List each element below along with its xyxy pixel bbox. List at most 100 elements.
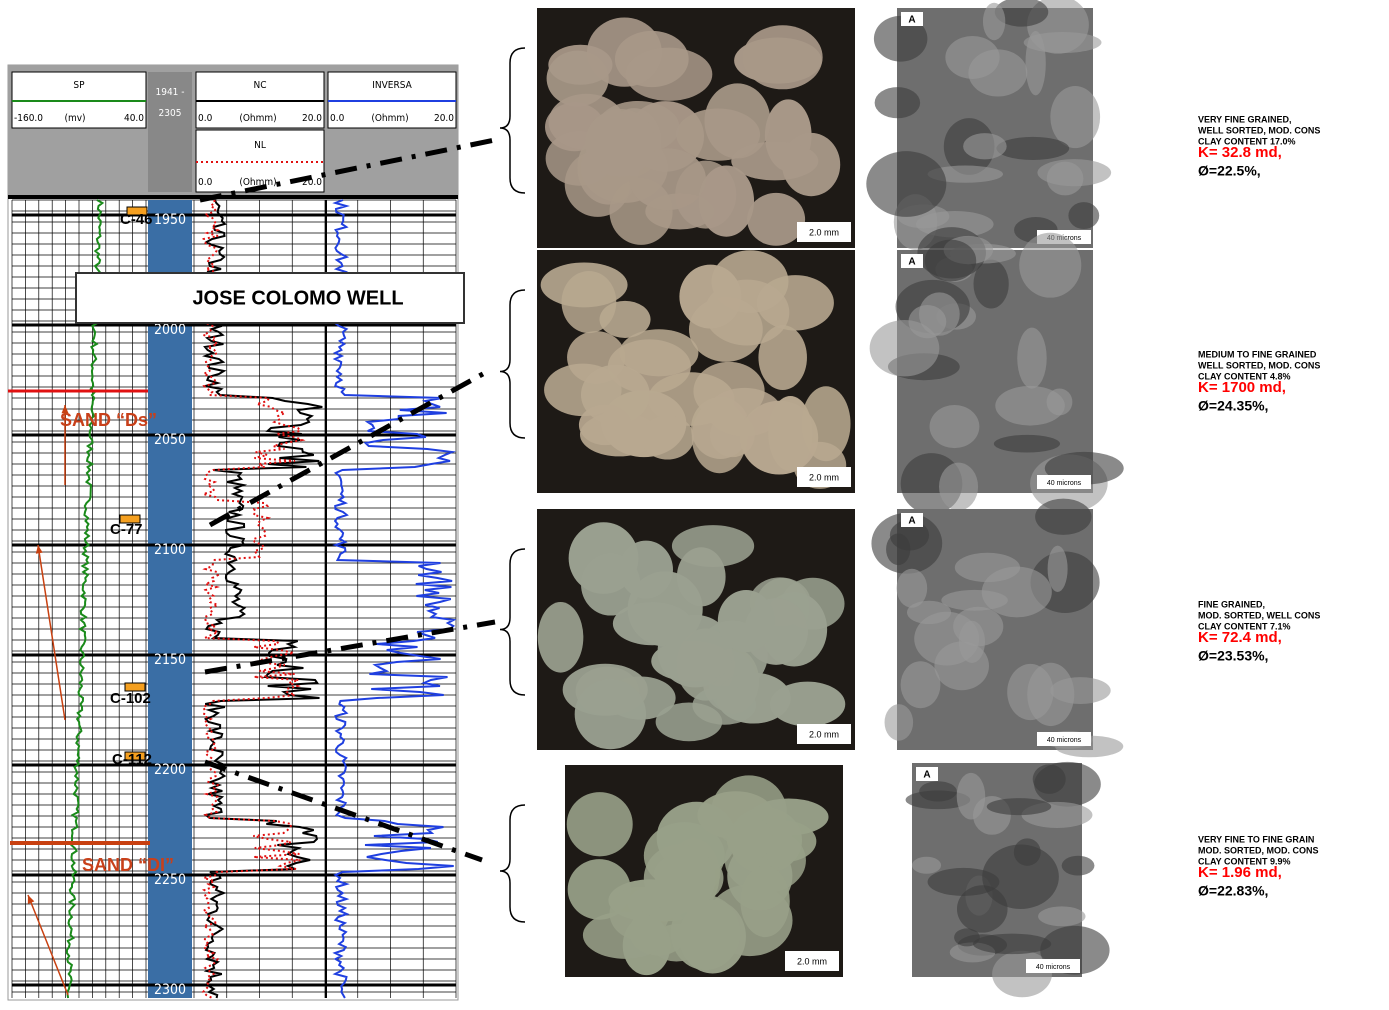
sem-texture (1047, 162, 1084, 196)
sem-label: A (923, 770, 930, 781)
header-label: NC (253, 80, 266, 91)
depth-label: 2000 (154, 322, 186, 338)
header-label: 2305 (159, 108, 182, 119)
depth-label: 2100 (154, 542, 186, 558)
header-label: SP (73, 80, 85, 91)
photo-scale: 2.0 mm (797, 956, 827, 966)
brace (500, 805, 525, 922)
page: SP-160.0(mv)40.01941 -2305NC0.0(Ohmm)20.… (0, 0, 1389, 1005)
sem-texture (1019, 233, 1081, 298)
grain (569, 522, 639, 594)
sem-texture (1050, 86, 1100, 148)
permeability: K= 72.4 md, (1198, 629, 1282, 646)
porosity: Ø=22.83%, (1198, 883, 1268, 899)
sem-texture (885, 704, 914, 740)
header-label: NL (254, 140, 266, 151)
grain (747, 193, 805, 246)
sem-texture (925, 240, 976, 282)
header-label: (Ohmm) (371, 113, 408, 124)
grain (671, 895, 740, 970)
description: MOD. SORTED, WELL CONS (1198, 610, 1320, 620)
grain (561, 271, 616, 333)
core-label: C-77 (110, 521, 143, 538)
sem-texture (1035, 499, 1091, 535)
sem-scale: 40 microns (1047, 480, 1082, 487)
core-label: C-112 (112, 751, 152, 768)
sem-texture (897, 569, 928, 608)
grain (679, 265, 741, 329)
porosity: Ø=22.5%, (1198, 163, 1261, 179)
grain (538, 602, 584, 673)
header-label: INVERSA (372, 80, 412, 91)
sem-scale: 40 microns (1047, 737, 1082, 744)
sem-texture (930, 405, 980, 448)
core-label: C-102 (110, 690, 151, 707)
header-label: 1941 - (156, 87, 185, 98)
well-title: JOSE COLOMO WELL (192, 287, 403, 309)
grain (699, 165, 754, 236)
sem-texture (1048, 546, 1068, 592)
sem-texture (870, 320, 940, 376)
sem-texture (957, 885, 1008, 932)
sem-texture (866, 151, 946, 217)
photo-scale: 2.0 mm (809, 227, 839, 237)
sem-texture (901, 661, 941, 708)
sem-label: A (908, 257, 915, 268)
grain (567, 792, 633, 856)
sem-texture (994, 435, 1060, 453)
grain (801, 386, 850, 461)
header-label: 20.0 (302, 113, 322, 124)
permeability: K= 1.96 md, (1198, 864, 1282, 881)
sem-texture (955, 553, 1020, 582)
grain (727, 817, 773, 861)
sem-scale: 40 microns (1036, 964, 1071, 971)
sem-texture (886, 533, 910, 565)
header-label: -160.0 (14, 113, 43, 124)
sem-texture (1062, 856, 1095, 876)
grain (731, 142, 818, 181)
sem-texture (983, 3, 1005, 41)
sem-texture (987, 798, 1051, 815)
depth-label: 1950 (154, 212, 186, 228)
permeability: K= 1700 md, (1198, 379, 1286, 396)
sem-texture (912, 857, 941, 874)
brace (500, 290, 525, 438)
grain (734, 38, 822, 84)
sem-texture (973, 934, 1051, 954)
sem-texture (1014, 838, 1041, 866)
porosity: Ø=24.35%, (1198, 398, 1268, 414)
sand-label: SAND “Ds” (60, 410, 157, 430)
grain (770, 682, 845, 727)
header-label: 0.0 (330, 113, 345, 124)
grain (707, 388, 782, 437)
photo-scale: 2.0 mm (809, 472, 839, 482)
sem-texture (1025, 31, 1045, 95)
header-label: (Ohmm) (239, 113, 276, 124)
sem-texture (996, 137, 1069, 160)
sem-texture (1034, 762, 1101, 807)
sem-texture (963, 133, 1007, 159)
grain (585, 109, 655, 177)
sem-texture (1017, 328, 1046, 389)
grain (575, 679, 646, 749)
permeability: K= 32.8 md, (1198, 144, 1282, 161)
header-label: 0.0 (198, 113, 213, 124)
sem-texture (1068, 202, 1099, 229)
depth-label: 2200 (154, 762, 186, 778)
sem-texture (939, 463, 978, 511)
depth-label: 2050 (154, 432, 186, 448)
depth-label: 2300 (154, 982, 186, 998)
grain (579, 405, 631, 446)
grain (583, 911, 668, 958)
description: MEDIUM TO FINE GRAINED (1198, 349, 1317, 359)
sem-label: A (908, 15, 915, 26)
grain (677, 547, 726, 606)
grain (692, 686, 756, 725)
description: VERY FINE GRAINED, (1198, 114, 1292, 124)
brace (500, 48, 525, 193)
grain (641, 415, 694, 459)
sem-texture (1050, 677, 1110, 704)
sem-texture (1038, 906, 1085, 926)
sem-texture (1047, 388, 1073, 415)
header-label: 0.0 (198, 177, 213, 188)
